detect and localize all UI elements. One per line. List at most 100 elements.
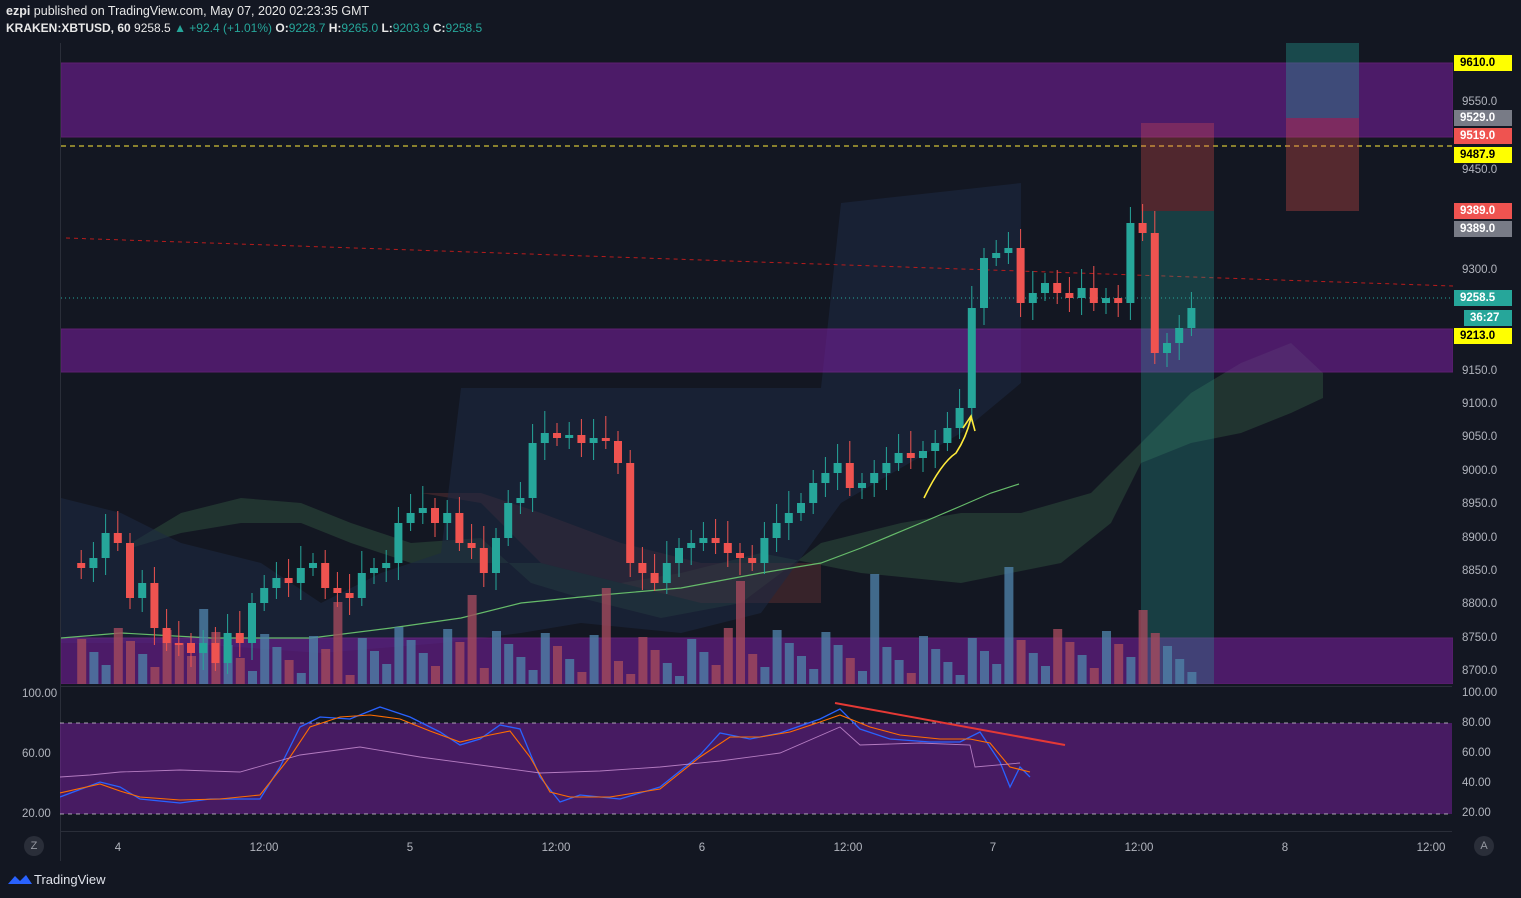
candle[interactable] — [1004, 248, 1013, 253]
candle[interactable] — [406, 513, 415, 523]
candle[interactable] — [638, 563, 647, 573]
candle[interactable] — [1187, 308, 1196, 328]
candle[interactable] — [760, 538, 769, 563]
tradingview-logo-icon[interactable] — [7, 872, 33, 888]
candle[interactable] — [138, 583, 147, 598]
candle[interactable] — [650, 573, 659, 583]
candle[interactable] — [565, 435, 574, 438]
candle[interactable] — [101, 533, 110, 558]
candle[interactable] — [1041, 283, 1049, 293]
candle[interactable] — [943, 428, 952, 443]
candle[interactable] — [418, 508, 427, 513]
candle[interactable] — [540, 433, 549, 443]
candle[interactable] — [455, 513, 464, 543]
candle[interactable] — [626, 463, 635, 563]
candle[interactable] — [296, 568, 305, 583]
candle[interactable] — [882, 463, 891, 473]
candle[interactable] — [1163, 343, 1171, 353]
candle[interactable] — [980, 258, 988, 308]
long-position-stop[interactable] — [1286, 118, 1359, 211]
candle[interactable] — [260, 588, 269, 603]
rsi-pane[interactable] — [60, 686, 1452, 832]
long-position-target[interactable] — [1286, 43, 1359, 118]
candle[interactable] — [955, 408, 964, 428]
candle[interactable] — [797, 503, 805, 513]
candle[interactable] — [870, 473, 879, 483]
candle[interactable] — [1102, 298, 1110, 303]
arrow-annotation[interactable] — [923, 414, 976, 499]
candle[interactable] — [601, 438, 610, 441]
candle[interactable] — [333, 588, 342, 593]
candle[interactable] — [504, 503, 513, 538]
candle[interactable] — [357, 573, 366, 598]
candle[interactable] — [174, 643, 183, 645]
price-chart-pane[interactable] — [60, 43, 1453, 684]
candle[interactable] — [675, 548, 683, 563]
candle[interactable] — [443, 513, 452, 523]
candle[interactable] — [1089, 288, 1098, 303]
candle[interactable] — [467, 543, 476, 548]
publisher-name[interactable]: ezpi — [6, 4, 31, 18]
candle[interactable] — [687, 543, 696, 548]
time-axis[interactable]: 4 12:00 5 12:00 6 12:00 7 12:00 8 12:00 — [60, 831, 1452, 862]
candle[interactable] — [431, 508, 439, 523]
candle[interactable] — [1077, 288, 1086, 298]
candle[interactable] — [126, 543, 134, 598]
candle[interactable] — [699, 538, 708, 543]
candle[interactable] — [284, 578, 293, 583]
candle[interactable] — [711, 538, 720, 543]
candle[interactable] — [821, 473, 830, 483]
zoom-toggle-button[interactable]: Z — [24, 836, 44, 856]
candle[interactable] — [736, 553, 744, 558]
candle[interactable] — [211, 643, 220, 663]
candle[interactable] — [492, 538, 500, 573]
candle[interactable] — [1065, 293, 1074, 298]
candle[interactable] — [235, 633, 244, 643]
candle[interactable] — [919, 451, 927, 458]
candle[interactable] — [370, 568, 378, 573]
brand-name[interactable]: TradingView — [34, 872, 106, 887]
candle[interactable] — [845, 463, 854, 488]
candle[interactable] — [553, 433, 561, 438]
candle[interactable] — [1028, 293, 1037, 303]
candle[interactable] — [382, 563, 391, 568]
candle[interactable] — [662, 563, 671, 583]
candle[interactable] — [187, 643, 195, 653]
candle[interactable] — [272, 578, 281, 588]
divergence-trendline[interactable] — [834, 702, 1066, 746]
candle[interactable] — [89, 558, 98, 568]
candle[interactable] — [1016, 248, 1025, 303]
candle[interactable] — [809, 483, 818, 503]
candle[interactable] — [1126, 223, 1135, 303]
candle[interactable] — [1138, 223, 1147, 233]
candle[interactable] — [113, 533, 122, 543]
candle[interactable] — [772, 523, 781, 538]
candle[interactable] — [967, 308, 976, 408]
candle[interactable] — [77, 563, 86, 568]
candle[interactable] — [614, 441, 622, 463]
candle[interactable] — [1053, 283, 1062, 293]
symbol-name[interactable]: KRAKEN:XBTUSD, 60 — [6, 21, 131, 35]
candle[interactable] — [931, 443, 940, 451]
candle[interactable] — [992, 253, 1001, 258]
candle[interactable] — [1114, 298, 1123, 303]
candle[interactable] — [162, 628, 171, 643]
candle[interactable] — [894, 453, 903, 463]
candle[interactable] — [784, 513, 793, 523]
candle[interactable] — [1150, 233, 1159, 353]
candle[interactable] — [516, 498, 525, 503]
candle[interactable] — [528, 443, 537, 498]
candle[interactable] — [150, 583, 159, 628]
auto-scale-button[interactable]: A — [1474, 836, 1494, 856]
candle[interactable] — [589, 438, 598, 443]
candle[interactable] — [345, 593, 354, 598]
candle[interactable] — [577, 435, 586, 443]
candle[interactable] — [309, 563, 317, 568]
candle[interactable] — [748, 558, 757, 563]
price-axis[interactable]: 9550.0 9450.0 9300.0 9150.0 9100.0 9050.… — [1452, 43, 1521, 833]
short-position-stop[interactable] — [1141, 123, 1214, 211]
candle[interactable] — [1175, 328, 1184, 343]
candle[interactable] — [223, 633, 232, 663]
candle[interactable] — [394, 523, 403, 563]
candle[interactable] — [199, 643, 208, 653]
